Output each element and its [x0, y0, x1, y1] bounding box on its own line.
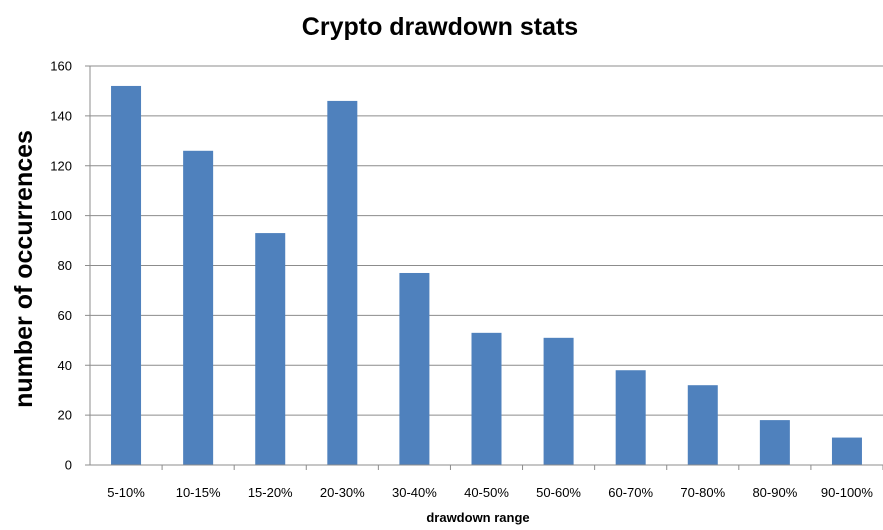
y-tick-label: 20 [58, 408, 72, 423]
x-tick-label: 90-100% [821, 485, 873, 500]
bar [687, 385, 718, 465]
x-tick-label: 50-60% [536, 485, 581, 500]
gridlines [85, 65, 883, 470]
bar [615, 370, 646, 465]
y-tick-label: 120 [50, 158, 72, 173]
bar [759, 420, 790, 465]
bar [255, 233, 286, 465]
x-tick-labels: 5-10% 10-15% 15-20% 20-30% 30-40% 40-50% 50-60… [107, 485, 873, 500]
x-tick-label: 10-15% [176, 485, 221, 500]
y-tick-label: 0 [65, 458, 72, 473]
y-tick-label: 60 [58, 308, 72, 323]
axes [89, 66, 883, 466]
y-tick-label: 100 [50, 208, 72, 223]
x-tick-label: 80-90% [752, 485, 797, 500]
x-axis-label: drawdown range [426, 510, 529, 525]
bar [471, 332, 502, 465]
x-tick-label: 5-10% [107, 485, 145, 500]
y-tick-label: 160 [50, 59, 72, 74]
chart-title: Crypto drawdown stats [302, 13, 578, 41]
y-tick-label: 80 [58, 258, 72, 273]
bar [399, 272, 430, 465]
bar [831, 437, 862, 465]
bar [183, 150, 214, 465]
y-tick-label: 140 [50, 108, 72, 123]
x-tick-label: 70-80% [680, 485, 725, 500]
x-tick-label: 20-30% [320, 485, 365, 500]
bars [111, 85, 862, 465]
bar [327, 100, 358, 465]
bar [543, 337, 574, 465]
y-tick-labels: 0 20 40 60 80 100 120 140 160 [50, 59, 72, 473]
x-tick-label: 30-40% [392, 485, 437, 500]
x-tick-label: 40-50% [464, 485, 509, 500]
x-tick-label: 15-20% [248, 485, 293, 500]
bar [111, 85, 142, 465]
y-tick-label: 40 [58, 358, 72, 373]
x-tick-label: 60-70% [608, 485, 653, 500]
y-axis-label: number of occurrences [10, 130, 38, 408]
